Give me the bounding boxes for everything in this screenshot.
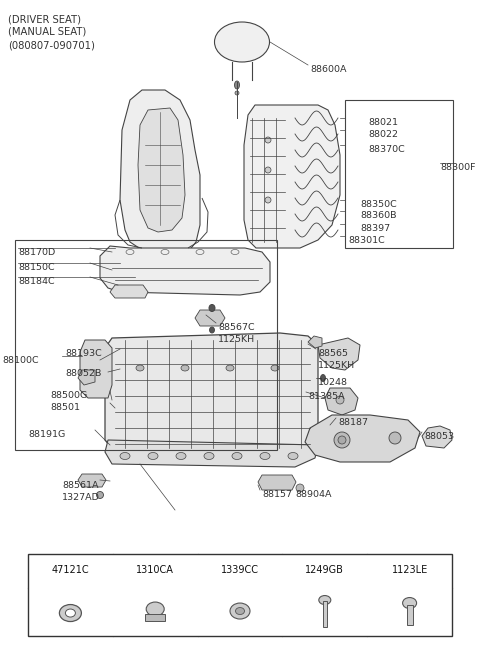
Text: 1327AD: 1327AD — [62, 493, 100, 502]
Ellipse shape — [236, 607, 244, 614]
Ellipse shape — [334, 432, 350, 448]
Ellipse shape — [136, 365, 144, 371]
Text: 88600A: 88600A — [310, 65, 347, 74]
Text: (MANUAL SEAT): (MANUAL SEAT) — [8, 27, 86, 37]
Ellipse shape — [230, 603, 250, 619]
Ellipse shape — [235, 81, 240, 89]
Text: 88904A: 88904A — [295, 490, 332, 499]
Ellipse shape — [120, 452, 130, 459]
Polygon shape — [318, 338, 360, 370]
Text: 88193C: 88193C — [65, 349, 102, 358]
Text: 88500G: 88500G — [50, 391, 87, 400]
Polygon shape — [244, 105, 340, 248]
Text: 88370C: 88370C — [368, 145, 405, 154]
Text: 88567C: 88567C — [218, 323, 254, 332]
Text: 88561A: 88561A — [62, 481, 98, 490]
Text: 88397: 88397 — [360, 224, 390, 233]
Polygon shape — [80, 340, 112, 398]
Polygon shape — [258, 475, 296, 490]
Text: 1125KH: 1125KH — [318, 361, 355, 370]
Text: 88184C: 88184C — [18, 277, 55, 286]
Text: 1310CA: 1310CA — [136, 565, 174, 576]
Ellipse shape — [65, 609, 75, 617]
Polygon shape — [78, 370, 95, 385]
Text: 88170D: 88170D — [18, 248, 55, 257]
Ellipse shape — [265, 197, 271, 203]
Text: 88022: 88022 — [368, 130, 398, 139]
Polygon shape — [120, 90, 200, 255]
Ellipse shape — [215, 22, 269, 62]
Ellipse shape — [226, 365, 234, 371]
Bar — [407, 605, 413, 625]
Text: 88301C: 88301C — [348, 236, 385, 245]
Ellipse shape — [148, 452, 158, 459]
Ellipse shape — [271, 365, 279, 371]
Polygon shape — [305, 415, 420, 462]
Text: 1339CC: 1339CC — [221, 565, 259, 576]
Ellipse shape — [288, 452, 298, 459]
Ellipse shape — [232, 452, 242, 459]
Ellipse shape — [265, 167, 271, 173]
Text: 47121C: 47121C — [51, 565, 89, 576]
Polygon shape — [78, 474, 106, 487]
Text: 88360B: 88360B — [360, 211, 396, 220]
Text: 88191G: 88191G — [28, 430, 65, 439]
Ellipse shape — [336, 396, 344, 404]
Ellipse shape — [181, 365, 189, 371]
Text: 88501: 88501 — [50, 403, 80, 412]
Ellipse shape — [209, 327, 215, 333]
Text: 88565: 88565 — [318, 349, 348, 358]
Text: 88021: 88021 — [368, 118, 398, 127]
Ellipse shape — [265, 137, 271, 143]
Ellipse shape — [60, 605, 82, 621]
Ellipse shape — [296, 484, 304, 492]
Ellipse shape — [260, 452, 270, 459]
Bar — [323, 601, 327, 627]
Polygon shape — [308, 336, 322, 348]
Polygon shape — [422, 426, 452, 448]
Ellipse shape — [176, 452, 186, 459]
Ellipse shape — [319, 596, 331, 605]
Polygon shape — [100, 246, 270, 295]
Bar — [28, 554, 452, 636]
Ellipse shape — [403, 598, 417, 609]
Text: 81385A: 81385A — [308, 392, 345, 401]
Text: 88052B: 88052B — [65, 369, 101, 378]
Polygon shape — [195, 310, 225, 326]
Polygon shape — [110, 285, 148, 298]
Text: 88100C: 88100C — [2, 356, 38, 365]
Ellipse shape — [96, 492, 104, 499]
Ellipse shape — [204, 452, 214, 459]
Text: 88150C: 88150C — [18, 263, 55, 272]
Bar — [145, 614, 165, 621]
Ellipse shape — [235, 91, 239, 95]
Ellipse shape — [321, 375, 325, 382]
Ellipse shape — [146, 602, 164, 616]
Bar — [345, 100, 453, 248]
Polygon shape — [138, 108, 185, 232]
Text: 1125KH: 1125KH — [218, 335, 255, 344]
Polygon shape — [105, 440, 318, 467]
Text: 88053: 88053 — [424, 432, 454, 441]
Polygon shape — [105, 333, 318, 455]
Text: 1249GB: 1249GB — [305, 565, 344, 576]
Ellipse shape — [209, 304, 215, 311]
Text: 88187: 88187 — [338, 418, 368, 427]
Ellipse shape — [338, 436, 346, 444]
Bar — [15, 240, 277, 450]
Text: (DRIVER SEAT): (DRIVER SEAT) — [8, 14, 81, 24]
Ellipse shape — [389, 432, 401, 444]
Text: 88157: 88157 — [262, 490, 292, 499]
Polygon shape — [325, 388, 358, 415]
Text: (080807-090701): (080807-090701) — [8, 40, 95, 50]
Text: 88300F: 88300F — [440, 163, 476, 172]
Text: 1123LE: 1123LE — [392, 565, 428, 576]
Text: 10248: 10248 — [318, 378, 348, 387]
Text: 88350C: 88350C — [360, 200, 397, 209]
